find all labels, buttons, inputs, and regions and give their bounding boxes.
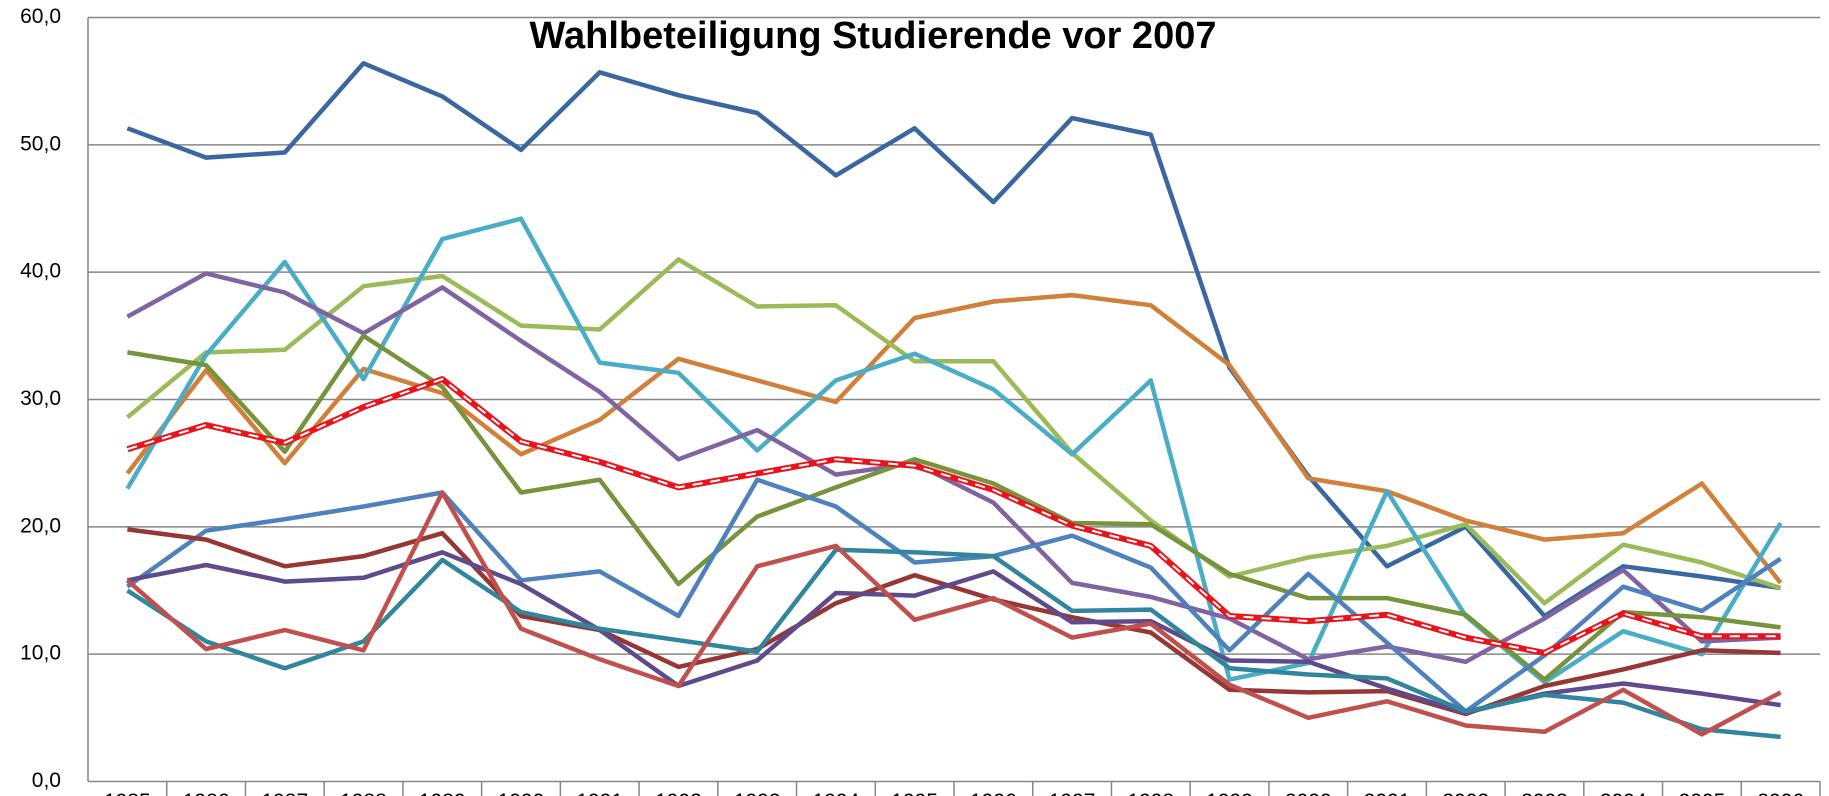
y-tick-label: 10,0	[20, 642, 61, 665]
x-tick-label: 1990	[498, 790, 545, 796]
series-line	[127, 527, 1781, 717]
x-tick-label: 2006	[1757, 790, 1804, 796]
x-tick-label: 1987	[261, 790, 308, 796]
x-tick-label: 2001	[1364, 790, 1411, 796]
series-line	[126, 61, 1781, 619]
x-tick-label: 1997	[1049, 790, 1096, 796]
series-line	[126, 271, 1781, 665]
x-tick-label: 1991	[576, 790, 623, 796]
series-line	[125, 216, 1783, 685]
x-tick-label: 1998	[1127, 790, 1174, 796]
x-tick-label: 2002	[1442, 790, 1489, 796]
x-tick-label: 1988	[340, 790, 387, 796]
x-tick-label: 2005	[1679, 790, 1726, 796]
y-tick-label: 20,0	[20, 514, 61, 537]
y-tick-label: 60,0	[20, 5, 61, 28]
x-tick-label: 1992	[655, 790, 702, 796]
series-line	[126, 547, 1781, 740]
x-tick-label: 1995	[891, 790, 938, 796]
plot: 0,0 10,0 20,0 30,0 40,0 50,0 60,0 1985 1986 1987 1…	[20, 5, 1821, 796]
y-tick-label: 0,0	[32, 769, 61, 792]
x-tick-label: 1999	[1206, 790, 1253, 796]
average-line-dash	[127, 377, 1781, 654]
series-line	[125, 257, 1782, 606]
y-tick-label: 40,0	[20, 260, 61, 283]
x-tick-label: 1985	[104, 790, 151, 796]
x-tick-label: 2000	[1285, 790, 1332, 796]
series-line	[125, 490, 1782, 737]
x-tick-label: 1989	[419, 790, 466, 796]
x-tick-label: 1994	[813, 790, 860, 796]
x-tick-label: 2004	[1600, 790, 1647, 796]
x-tick-label: 1986	[183, 790, 230, 796]
series-line	[126, 477, 1782, 714]
y-tick-label: 30,0	[20, 387, 61, 410]
x-tick-label: 1993	[734, 790, 781, 796]
series-line	[125, 292, 1783, 585]
x-tick-label: 1996	[970, 790, 1017, 796]
chart-title: Wahlbeteiligung Studierende vor 2007	[530, 15, 1217, 57]
y-tick-label: 50,0	[20, 132, 61, 155]
x-tick-label: 2003	[1521, 790, 1568, 796]
average-line	[126, 376, 1781, 656]
